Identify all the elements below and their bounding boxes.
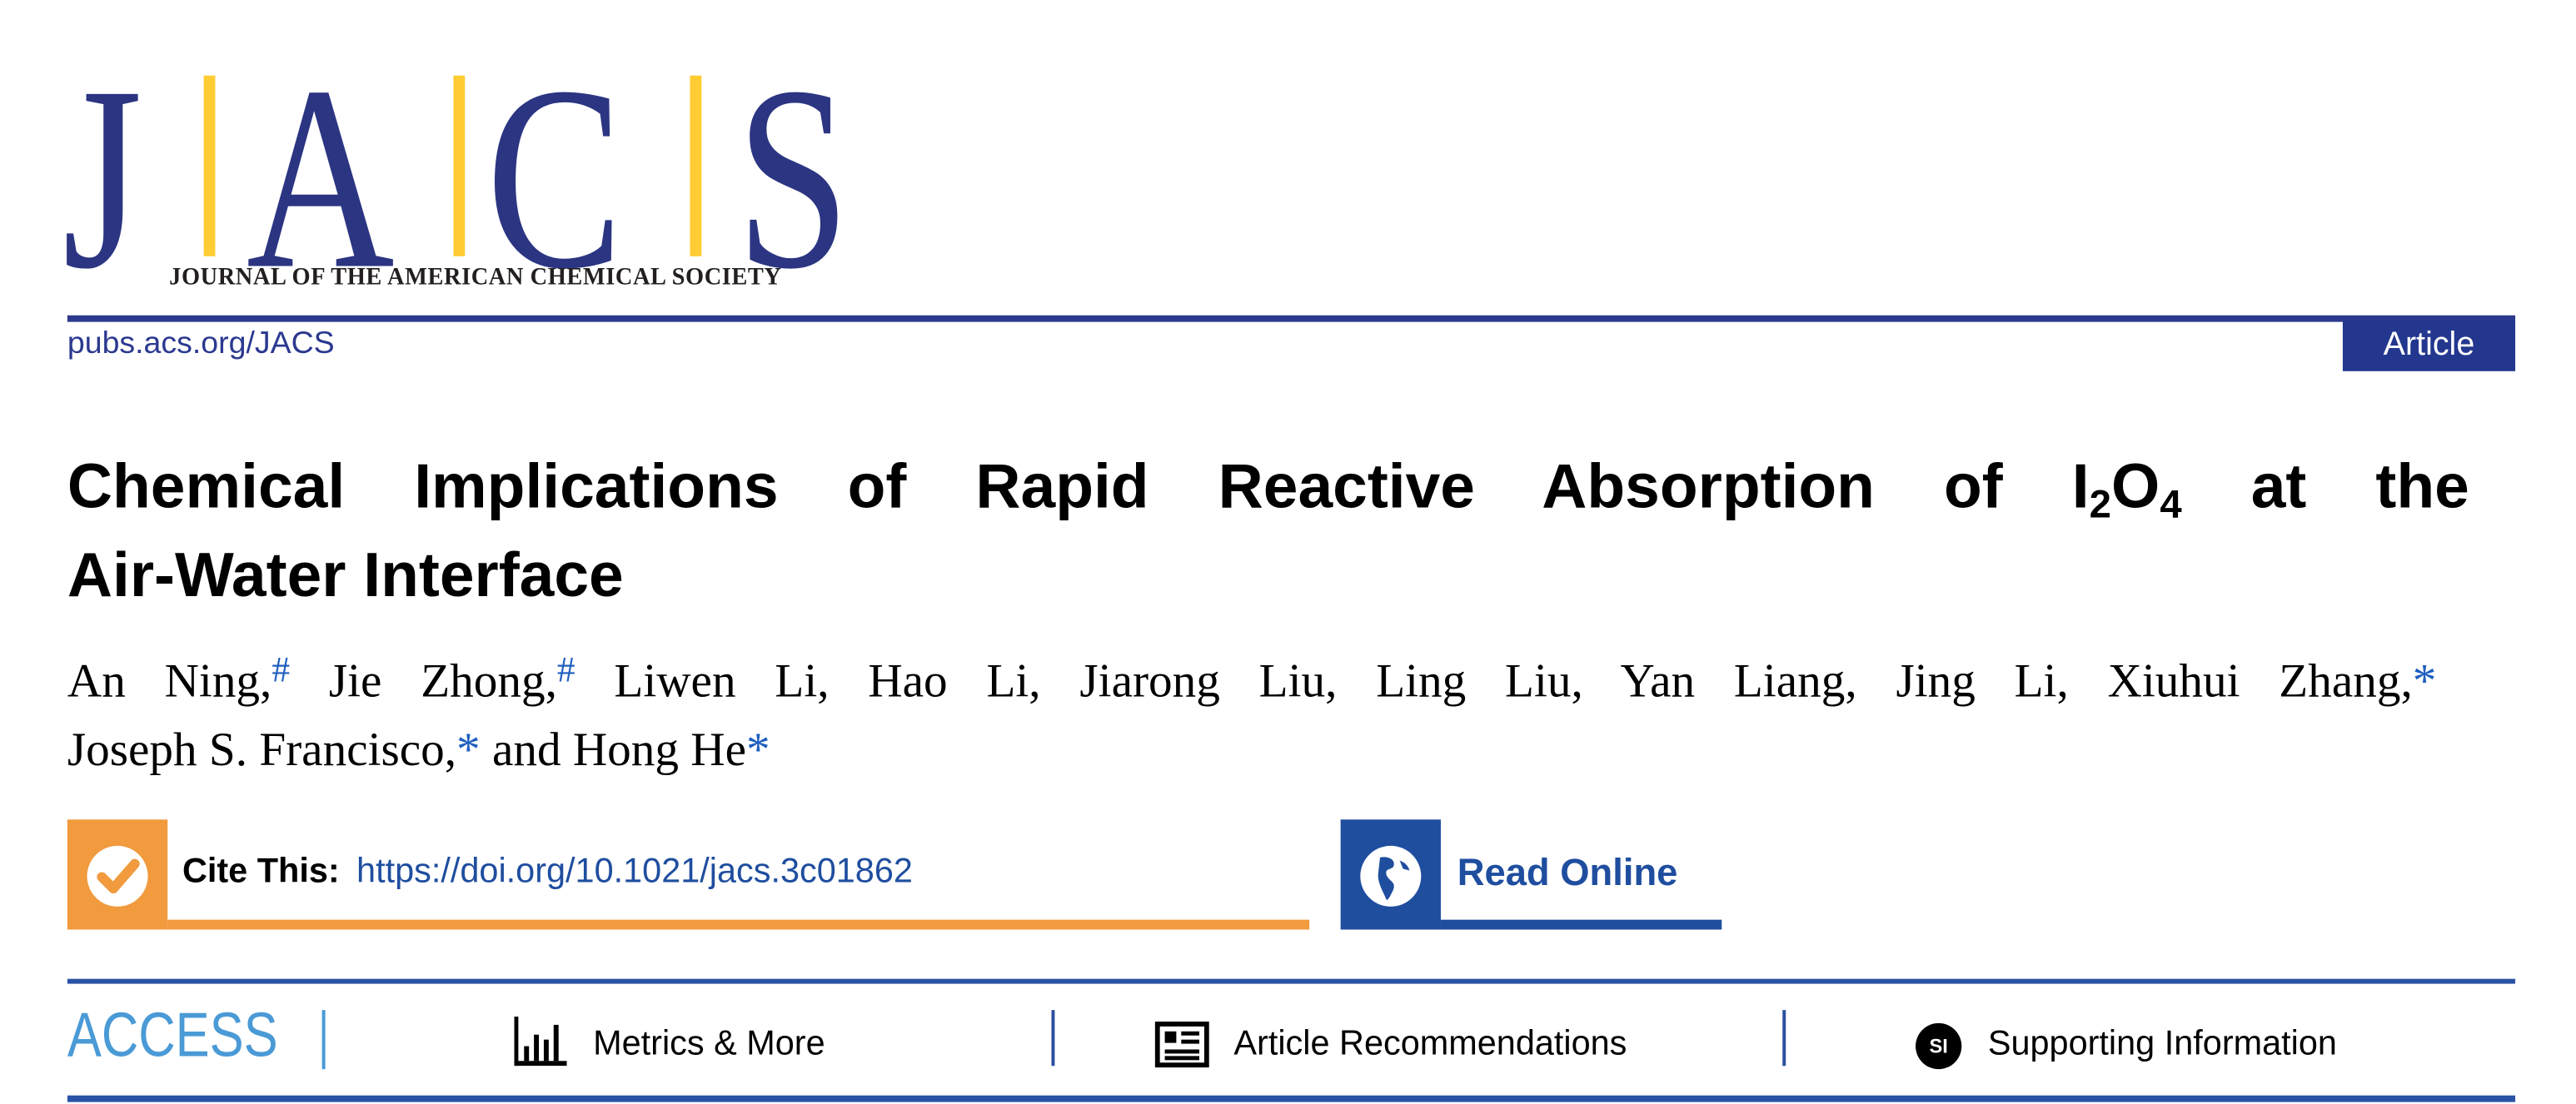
article-type-badge: Article	[2342, 320, 2516, 371]
logo-divider	[453, 75, 466, 256]
equal-contribution-mark[interactable]: #	[272, 649, 291, 690]
divider	[321, 1010, 325, 1070]
corresponding-author-mark[interactable]: *	[456, 724, 481, 778]
logo-divider	[203, 75, 216, 256]
logo-letter-a: A	[246, 31, 395, 324]
author-list: An Ning,# Jie Zhong,# Liwen Li, Hao Li, …	[67, 651, 2437, 709]
author-name[interactable]: and Hong He	[480, 724, 746, 778]
site-link[interactable]: pubs.acs.org/JACS	[67, 326, 335, 361]
header-rule	[67, 315, 2516, 322]
metrics-more-label: Metrics & More	[593, 1024, 825, 1063]
logo-letter-j: J	[62, 31, 142, 324]
logo-subtitle: JOURNAL OF THE AMERICAN CHEMICAL SOCIETY	[169, 264, 782, 291]
title-text: O	[2111, 453, 2160, 523]
bar-chart-icon	[514, 1017, 567, 1067]
author-list-line2: Joseph S. Francisco,* and Hong He*	[67, 724, 770, 778]
logo-letter-c: C	[486, 31, 624, 324]
read-underline	[1440, 919, 1722, 930]
checkmark-icon	[87, 845, 148, 907]
corresponding-author-mark[interactable]: *	[2412, 655, 2437, 709]
equal-contribution-mark[interactable]: #	[556, 649, 575, 690]
title-subscript: 4	[2160, 482, 2182, 528]
cite-label: Cite This:	[182, 852, 340, 891]
article-list-icon	[1154, 1021, 1209, 1068]
author-name[interactable]: Liwen Li, Hao Li, Jiarong Liu, Ling Liu,…	[575, 655, 2413, 709]
logo-divider	[690, 75, 702, 256]
article-title-line2: Air-Water Interface	[67, 541, 624, 611]
access-label: ACCESS	[67, 1002, 278, 1072]
cite-icon-box	[67, 819, 168, 930]
divider	[1051, 1010, 1054, 1067]
title-subscript: 2	[2089, 482, 2112, 528]
access-top-rule	[67, 978, 2516, 984]
article-recommendations-label: Article Recommendations	[1233, 1024, 1627, 1063]
divider	[1782, 1010, 1786, 1067]
doi-link[interactable]: https://doi.org/10.1021/jacs.3c01862	[356, 852, 913, 891]
author-name[interactable]: Jie Zhong,	[290, 655, 557, 709]
article-title: Chemical Implications of Rapid Reactive …	[67, 453, 2469, 528]
title-text: at the	[2181, 453, 2469, 523]
corresponding-author-mark[interactable]: *	[745, 724, 770, 778]
author-name[interactable]: An Ning,	[67, 655, 272, 709]
globe-icon	[1360, 845, 1422, 907]
access-bottom-rule	[67, 1095, 2516, 1102]
supporting-information-label: Supporting Information	[1987, 1024, 2337, 1063]
si-icon: SI	[1916, 1022, 1962, 1070]
title-text: Chemical Implications of Rapid Reactive …	[67, 453, 2090, 523]
read-online-label: Read Online	[1457, 850, 1678, 894]
logo-letter-s: S	[735, 31, 850, 324]
author-name[interactable]: Joseph S. Francisco,	[67, 724, 457, 778]
read-icon-box	[1340, 819, 1441, 930]
cite-underline	[167, 919, 1310, 930]
